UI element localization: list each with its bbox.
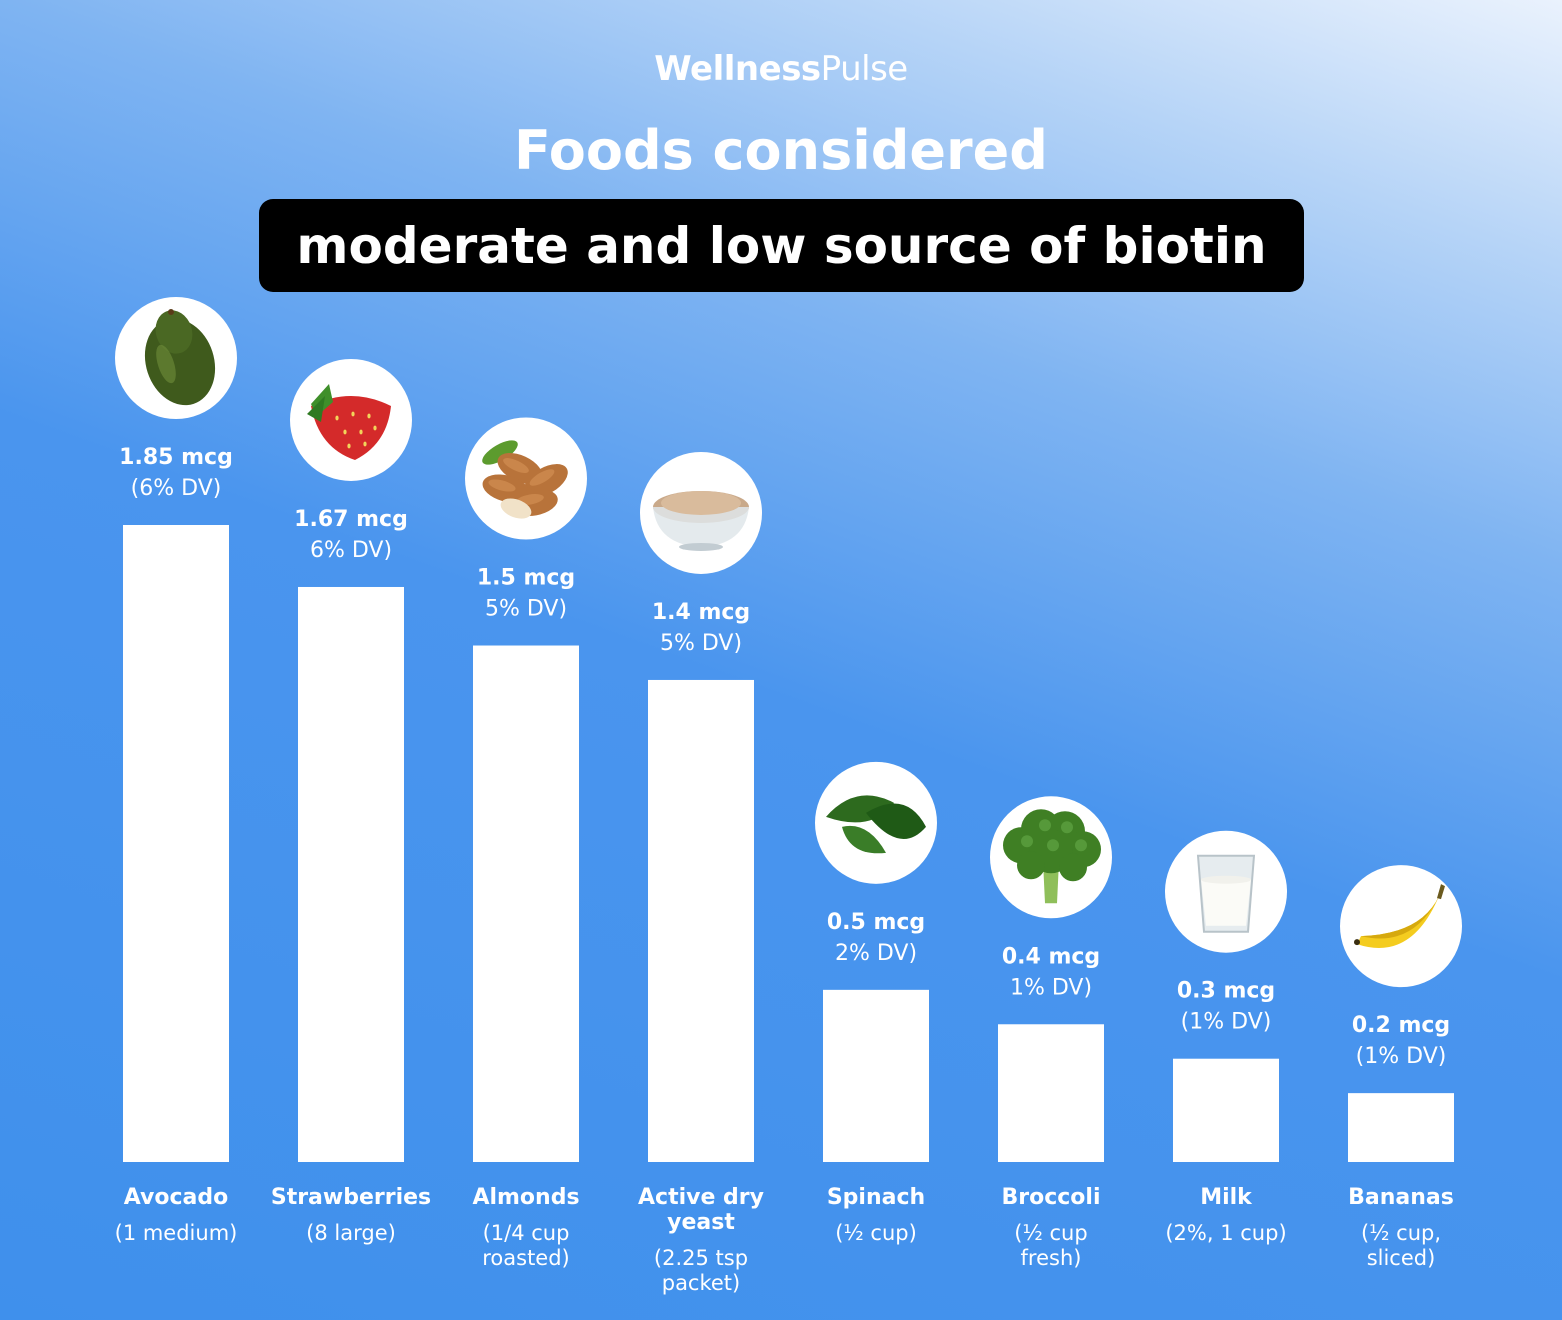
serving-label: (½ cup xyxy=(1014,1221,1087,1245)
bar xyxy=(123,525,229,1162)
bar xyxy=(473,645,579,1162)
category-label: Active dry xyxy=(638,1185,764,1210)
bar xyxy=(298,586,404,1162)
serving-label: roasted) xyxy=(482,1246,570,1270)
bar-group-avocado xyxy=(115,297,237,1162)
bar xyxy=(1348,1093,1454,1162)
brand-logo: WellnessPulse xyxy=(0,44,1562,94)
category-label: Milk xyxy=(1200,1185,1253,1210)
serving-label: (2%, 1 cup) xyxy=(1165,1221,1286,1245)
value-label: 0.2 mcg xyxy=(1352,1013,1450,1038)
brand-name-bold: Wellness xyxy=(654,49,821,89)
bar-group-active-dry-yeast xyxy=(640,451,762,1162)
bar xyxy=(823,989,929,1162)
dv-label: 6% DV) xyxy=(310,538,392,563)
dv-label: 5% DV) xyxy=(485,597,567,622)
page-title: Foods considered xyxy=(514,119,1048,182)
dv-label: 5% DV) xyxy=(660,631,742,656)
bar-group-bananas xyxy=(1340,865,1462,1162)
bar-group-strawberries xyxy=(290,358,412,1162)
almonds-icon xyxy=(465,417,587,540)
value-label: 1.4 mcg xyxy=(652,600,750,625)
broccoli-icon xyxy=(990,796,1112,919)
bar xyxy=(648,679,754,1162)
category-label: Broccoli xyxy=(1001,1185,1100,1210)
value-label: 0.4 mcg xyxy=(1002,944,1100,969)
category-label: Avocado xyxy=(124,1185,228,1210)
serving-label: sliced) xyxy=(1367,1246,1436,1270)
milk-glass-icon xyxy=(1165,830,1287,953)
serving-label: (½ cup, xyxy=(1361,1221,1441,1245)
avocado-icon xyxy=(115,297,237,419)
category-label: yeast xyxy=(667,1210,735,1235)
serving-label: packet) xyxy=(662,1271,741,1295)
dv-label: (6% DV) xyxy=(131,476,222,501)
value-label: 0.3 mcg xyxy=(1177,979,1275,1004)
value-label: 0.5 mcg xyxy=(827,910,925,935)
value-label: 1.5 mcg xyxy=(477,566,575,591)
banana-icon xyxy=(1340,865,1462,988)
category-label: Almonds xyxy=(472,1185,579,1210)
strawberry-icon xyxy=(290,358,412,481)
value-label: 1.85 mcg xyxy=(119,445,233,470)
serving-label: (½ cup) xyxy=(835,1221,917,1245)
brand-name-light: Pulse xyxy=(820,49,909,89)
dv-label: (1% DV) xyxy=(1181,1010,1272,1035)
dv-label: 2% DV) xyxy=(835,941,917,966)
category-label: Strawberries xyxy=(271,1185,431,1210)
serving-label: (1/4 cup xyxy=(483,1221,570,1245)
bar-group-spinach xyxy=(815,761,937,1162)
bar-group-broccoli xyxy=(990,796,1112,1162)
category-label: Bananas xyxy=(1348,1185,1454,1210)
bar-group-milk xyxy=(1165,830,1287,1162)
serving-label: (8 large) xyxy=(306,1221,396,1245)
serving-label: (2.25 tsp xyxy=(654,1246,748,1270)
category-label: Spinach xyxy=(827,1185,925,1210)
page-subtitle: moderate and low source of biotin xyxy=(296,216,1267,275)
dv-label: 1% DV) xyxy=(1010,975,1092,1000)
bar-group-almonds xyxy=(465,417,587,1162)
serving-label: fresh) xyxy=(1021,1246,1082,1270)
subtitle-banner: moderate and low source of biotin xyxy=(259,199,1304,292)
dv-label: (1% DV) xyxy=(1356,1044,1447,1069)
spinach-icon xyxy=(815,761,937,884)
value-label: 1.67 mcg xyxy=(294,507,408,532)
yeast-bowl-icon xyxy=(640,451,762,574)
serving-label: (1 medium) xyxy=(115,1221,238,1245)
bar xyxy=(998,1024,1104,1162)
bar xyxy=(1173,1058,1279,1162)
